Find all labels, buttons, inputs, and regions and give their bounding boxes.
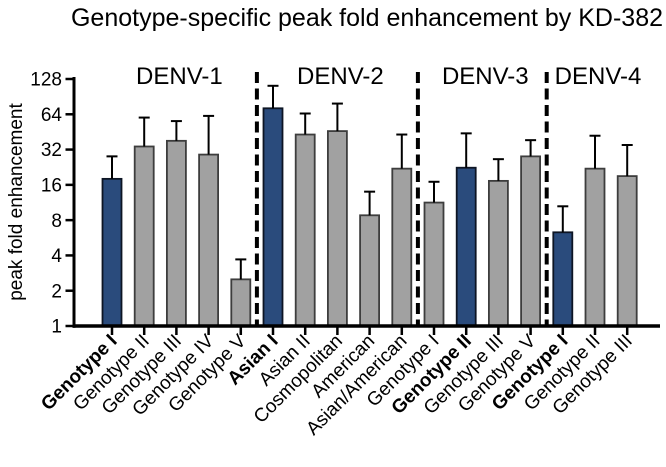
group-label: DENV-3 bbox=[442, 63, 529, 90]
y-tick-label: 4 bbox=[51, 246, 62, 267]
bar-genotype-i bbox=[423, 201, 445, 327]
bar-genotype-ii bbox=[584, 167, 606, 327]
bar-genotype-iii bbox=[487, 179, 509, 327]
y-axis-label: peak fold enhancement bbox=[6, 103, 27, 301]
bar-genotype-ii bbox=[133, 145, 155, 327]
y-tick-label: 1 bbox=[51, 317, 62, 338]
bar-genotype-iii bbox=[165, 139, 187, 327]
group-label: DENV-4 bbox=[555, 63, 642, 90]
chart-title: Genotype-specific peak fold enhancement … bbox=[71, 4, 663, 32]
y-tick-label: 64 bbox=[41, 105, 63, 126]
bar-asian-i bbox=[262, 107, 284, 327]
bar-genotype-v bbox=[520, 155, 541, 327]
bar-genotype-i bbox=[101, 177, 123, 327]
bar-genotype-ii bbox=[455, 166, 477, 327]
bar-genotype-v bbox=[230, 278, 252, 327]
bar-genotype-i bbox=[552, 231, 574, 327]
y-tick-label: 32 bbox=[41, 140, 62, 161]
bar-genotype-iv bbox=[198, 153, 220, 327]
bar-asian-american bbox=[391, 167, 413, 327]
group-label: DENV-2 bbox=[297, 63, 384, 90]
bar-asian-ii bbox=[294, 133, 316, 327]
bar-genotype-iii bbox=[616, 175, 638, 327]
y-tick-label: 2 bbox=[51, 281, 62, 302]
y-tick-label: 8 bbox=[51, 211, 62, 232]
y-tick-label: 128 bbox=[30, 70, 62, 91]
bar-cosmopolitan bbox=[326, 130, 348, 327]
y-tick-label: 16 bbox=[41, 176, 62, 197]
bar-american bbox=[359, 214, 381, 327]
group-label: DENV-1 bbox=[136, 63, 223, 90]
